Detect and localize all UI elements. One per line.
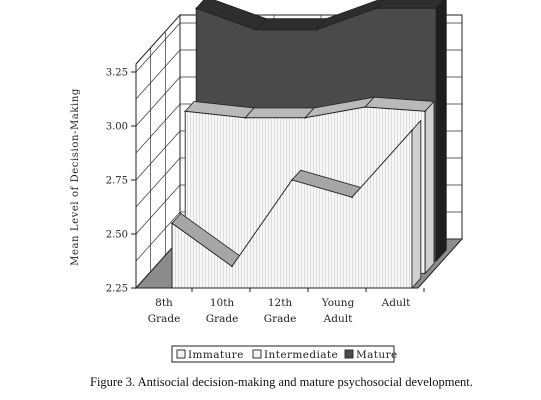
- data-point-intermediate: [304, 116, 307, 119]
- data-point-immature: [411, 129, 413, 132]
- data-point-mature: [315, 29, 318, 31]
- figure-caption: Figure 3. Antisocial decision-making and…: [90, 375, 473, 389]
- gridline-left: [135, 76, 181, 127]
- data-point-immature: [291, 179, 293, 181]
- gridline-left: [135, 157, 181, 208]
- area-side-immature: [411, 119, 422, 290]
- gridline-left: [135, 49, 181, 100]
- chart-series: [171, 0, 447, 290]
- x-tick-label-line2: Adult: [323, 313, 353, 325]
- legend-box: [171, 345, 395, 363]
- area-side-mature: [435, 0, 447, 263]
- data-point-immature: [171, 222, 173, 225]
- x-tick-label: 8th: [155, 297, 173, 309]
- data-point-immature: [351, 196, 353, 199]
- ribbon-top-mature: [375, 0, 445, 9]
- gridline-left: [135, 211, 181, 262]
- legend-label-intermediate: Intermediate: [264, 349, 338, 361]
- data-point-intermediate: [244, 116, 247, 119]
- ribbon-top-intermediate: [244, 107, 315, 119]
- legend: Immature Intermediate Mature: [171, 345, 398, 363]
- gridline-left: [135, 22, 181, 73]
- legend-swatch-intermediate: [252, 349, 262, 359]
- y-tick-label: 3.25: [106, 68, 128, 79]
- ribbon-top-mature: [255, 18, 328, 31]
- x-tick-label: 12th: [268, 297, 293, 309]
- data-point-intermediate: [184, 110, 187, 113]
- area-side-intermediate: [424, 100, 435, 275]
- data-point-intermediate: [364, 106, 367, 108]
- legend-label-immature: Immature: [188, 349, 244, 361]
- x-tick-label-line2: Grade: [148, 313, 181, 325]
- gridline-left: [135, 130, 181, 181]
- series-immature: [171, 119, 422, 290]
- gridline-left: [135, 103, 181, 154]
- y-axis-label: Mean Level of Decision-Making: [70, 88, 81, 266]
- gridline-left: [135, 184, 181, 235]
- y-tick-label: 2.75: [106, 176, 128, 187]
- data-point-mature: [255, 29, 258, 31]
- legend-swatch-mature: [344, 349, 354, 359]
- x-tick-label: 10th: [210, 297, 235, 309]
- y-tick-label: 3.00: [106, 122, 128, 133]
- x-tick-label: Adult: [381, 297, 411, 309]
- legend-swatch-immature: [176, 349, 186, 359]
- x-tick-label-line2: Grade: [206, 313, 239, 325]
- x-tick-label: Young: [321, 297, 355, 309]
- x-tick-label-line2: Grade: [264, 313, 297, 325]
- data-point-mature: [435, 7, 438, 10]
- data-point-intermediate: [424, 110, 427, 113]
- chart-axes: 2.25 2.50 2.75 3.00 3.25 8th Grade 10th Grade 12t…: [106, 64, 425, 325]
- y-tick-label: 2.50: [106, 230, 128, 241]
- data-point-immature: [231, 265, 233, 268]
- y-tick-label: 2.25: [106, 284, 128, 295]
- data-point-mature: [195, 7, 198, 10]
- data-point-mature: [375, 7, 378, 10]
- legend-label-mature: Mature: [356, 349, 398, 361]
